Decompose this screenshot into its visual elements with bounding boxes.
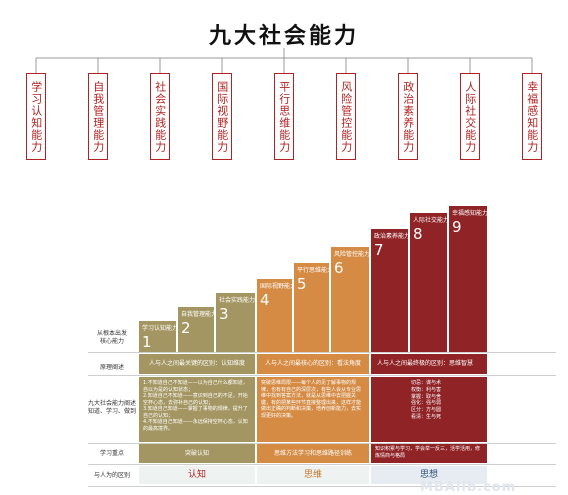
ability-box: 幸福感知能力	[522, 73, 542, 160]
detail-cognition: 1.不知道自己不知道——以为自己什么都知道，自以为是的认知状态； 2.知道自己不…	[139, 377, 255, 442]
step-number: 1	[142, 333, 152, 351]
ability-box: 学习认知能力	[26, 73, 46, 160]
step-label: 平行思维能力	[297, 267, 334, 274]
ability-box: 平行思维能力	[274, 73, 294, 160]
ability-box: 社会实践能力	[150, 73, 170, 160]
row-label-core: 从根本出发 核心能力	[96, 330, 127, 345]
row-label-difference: 与人为的区别	[93, 472, 130, 479]
footer-wisdom: 思想	[371, 466, 487, 484]
footer-cognition: 认知	[139, 466, 255, 484]
step-label: 人际社交能力	[413, 217, 450, 224]
step-label: 学习认知能力	[142, 325, 179, 332]
ability-box: 自我管理能力	[88, 73, 108, 160]
detail-wisdom: 切忌：谋与术 权衡：利与害 掌握：取与舍 强化：强与弱 区分：方与圆 看清：生与…	[371, 377, 487, 442]
step-bar: 幸福感知能力 9	[449, 206, 489, 352]
step-bar: 平行思维能力 5	[294, 263, 333, 352]
step-bar: 风险管控能力 6	[331, 247, 371, 352]
step-number: 2	[181, 319, 191, 337]
ability-box: 人际社交能力	[460, 73, 480, 160]
principle-thinking: 人与人之间最核心的区别：看法角度	[257, 354, 369, 374]
ability-box: 国际视野能力	[212, 73, 232, 160]
step-number: 7	[374, 241, 384, 259]
ability-box: 风险管控能力	[336, 73, 356, 160]
step-bar: 政治素养能力 7	[371, 229, 411, 352]
focus-thinking: 思维方法学习和思维路径训练	[257, 444, 369, 463]
step-label: 风险管控能力	[334, 251, 371, 258]
step-number: 4	[260, 291, 270, 309]
step-label: 政治素养能力	[374, 233, 411, 240]
step-number: 9	[452, 218, 462, 236]
detail-thinking: 突破思维局限——每个人的见了解事物的规律，也有有自己的深层次，有些人会从专业思维…	[257, 377, 369, 442]
step-bar: 自我管理能力 2	[178, 307, 218, 352]
step-number: 6	[334, 259, 344, 277]
step-bar: 人际社交能力 8	[410, 213, 450, 352]
footer-thinking: 思维	[257, 466, 369, 484]
focus-cognition: 突破认知	[139, 444, 255, 463]
step-bar: 国际视野能力 4	[257, 279, 296, 352]
principle-cognition: 人与人之间最关键的区别：认知维度	[139, 354, 255, 374]
row-label-focus: 学习重点	[99, 450, 124, 457]
step-number: 3	[219, 305, 229, 323]
step-label: 幸福感知能力	[452, 210, 489, 217]
step-number: 8	[413, 225, 423, 243]
step-label: 国际视野能力	[260, 283, 297, 290]
step-number: 5	[297, 275, 307, 293]
focus-wisdom: 知识积累与学习，学会举一反三，活学活用，修炼情商与格局	[371, 444, 487, 463]
step-bar: 社会实践能力 3	[216, 293, 255, 352]
tree-connectors	[35, 48, 533, 73]
page-title: 九大社会能力	[208, 24, 359, 49]
step-label: 自我管理能力	[181, 311, 218, 318]
row-label-description: 九大社会能力阐述 知道、学习、做到	[87, 400, 136, 415]
step-label: 社会实践能力	[219, 297, 256, 304]
row-label-principle: 原理阐述	[99, 364, 124, 371]
step-bar: 学习认知能力 1	[139, 321, 179, 352]
principle-wisdom: 人与人之间最终极的区别：思维智慧	[371, 354, 487, 374]
ability-box: 政治素养能力	[398, 73, 418, 160]
watermark: MBAlib.com	[420, 480, 517, 495]
